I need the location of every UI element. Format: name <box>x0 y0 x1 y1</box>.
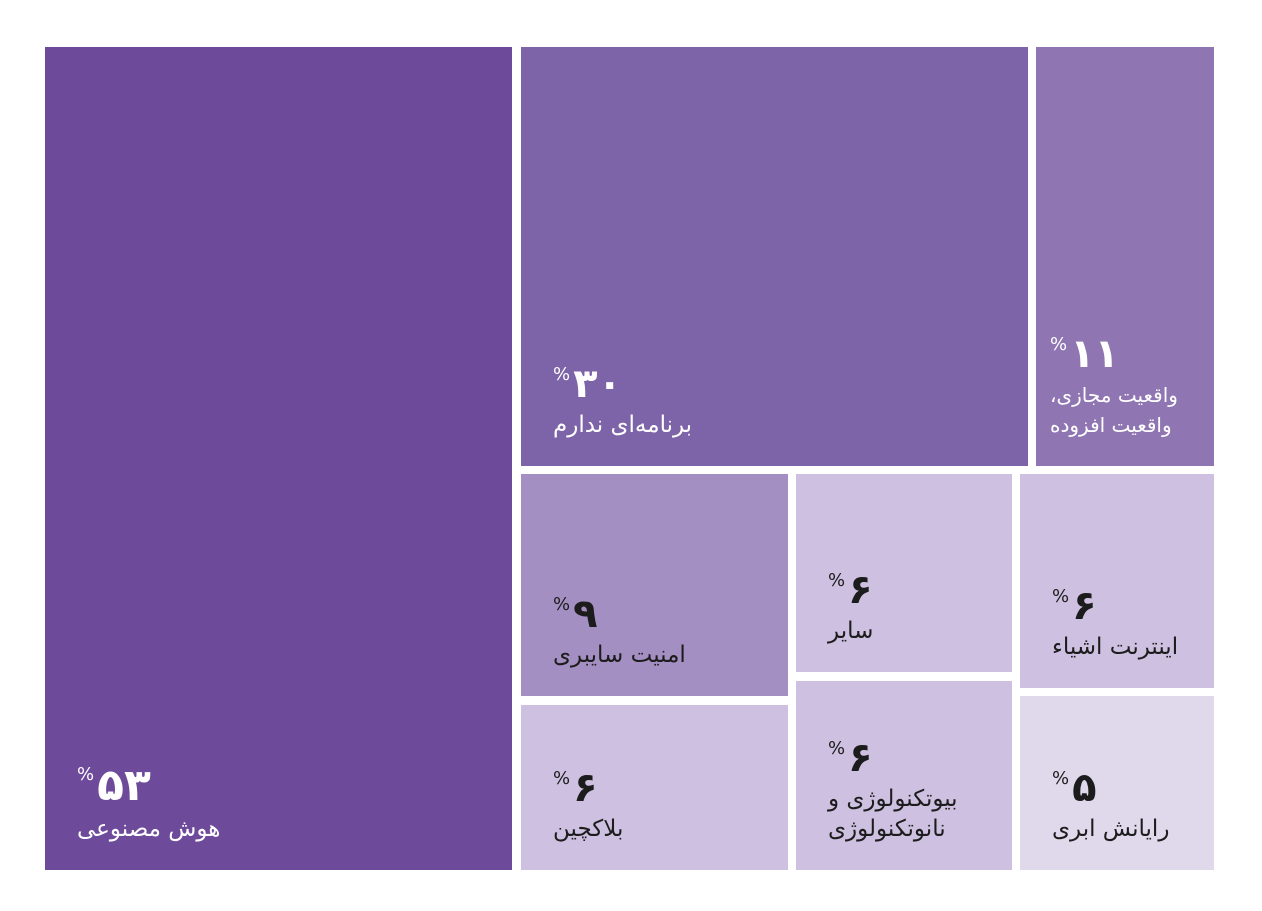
value-label: % ۶ <box>553 768 623 808</box>
value-number: ۱۱ <box>1070 331 1119 377</box>
category-label: اینترنت اشیاء <box>1052 634 1179 660</box>
treemap-cell: % ۹ امنیت سایبری <box>521 474 788 696</box>
cell-text: % ۶ بلاکچین <box>553 768 623 844</box>
cell-text: % ۵۳ هوش مصنوعی <box>77 764 220 844</box>
value-label: % ۵۳ <box>77 764 220 808</box>
percent-sign: % <box>828 738 846 759</box>
category-label: امنیت سایبری <box>553 642 686 668</box>
cell-text: % ۶ بیوتکنولوژی و نانوتکنولوژی <box>828 738 988 844</box>
treemap-cell: % ۱۱ واقعیت مجازی، واقعیت افزوده <box>1036 47 1214 466</box>
treemap-cell: % ۶ بیوتکنولوژی و نانوتکنولوژی <box>796 681 1012 870</box>
cell-text: % ۵ رایانش ابری <box>1052 768 1169 844</box>
treemap-cell: % ۳۰ برنامه‌ای ندارم <box>521 47 1028 466</box>
category-label: هوش مصنوعی <box>77 816 221 842</box>
treemap-cell: % ۶ اینترنت اشیاء <box>1020 474 1214 688</box>
category-label: بلاکچین <box>553 816 624 842</box>
value-number: ۶ <box>1072 583 1097 629</box>
category-label: سایر <box>828 618 874 644</box>
treemap-cell: % ۶ بلاکچین <box>521 705 788 870</box>
value-label: % ۶ <box>828 570 873 610</box>
percent-sign: % <box>77 764 95 785</box>
value-number: ۶ <box>848 735 873 781</box>
value-number: ۳۰ <box>573 361 622 407</box>
value-label: % ۶ <box>1052 586 1178 626</box>
percent-sign: % <box>828 570 846 591</box>
percent-sign: % <box>553 594 571 615</box>
value-number: ۶ <box>848 567 873 613</box>
value-number: ۶ <box>573 765 598 811</box>
value-label: % ۳۰ <box>553 364 692 404</box>
value-number: ۹ <box>573 591 598 637</box>
cell-text: % ۶ اینترنت اشیاء <box>1052 586 1178 662</box>
percent-sign: % <box>1050 334 1068 355</box>
percent-sign: % <box>1052 768 1070 789</box>
value-label: % ۶ <box>828 738 988 778</box>
value-number: ۵۳ <box>97 760 151 811</box>
cell-text: % ۹ امنیت سایبری <box>553 594 686 670</box>
percent-sign: % <box>553 768 571 789</box>
cell-text: % ۳۰ برنامه‌ای ندارم <box>553 364 692 440</box>
treemap-cell: % ۶ سایر <box>796 474 1012 672</box>
treemap-cell: % ۵۳ هوش مصنوعی <box>45 47 512 870</box>
percent-sign: % <box>1052 586 1070 607</box>
treemap-cell: % ۵ رایانش ابری <box>1020 696 1214 870</box>
category-label: برنامه‌ای ندارم <box>553 412 693 438</box>
value-label: % ۵ <box>1052 768 1169 808</box>
value-number: ۵ <box>1072 765 1097 811</box>
category-label: واقعیت مجازی، واقعیت افزوده <box>1050 383 1178 437</box>
cell-text: % ۶ سایر <box>828 570 873 646</box>
category-label: بیوتکنولوژی و نانوتکنولوژی <box>828 786 958 842</box>
category-label: رایانش ابری <box>1052 816 1170 842</box>
percent-sign: % <box>553 364 571 385</box>
cell-text: % ۱۱ واقعیت مجازی، واقعیت افزوده <box>1050 334 1200 440</box>
value-label: % ۱۱ <box>1050 334 1200 374</box>
value-label: % ۹ <box>553 594 686 634</box>
